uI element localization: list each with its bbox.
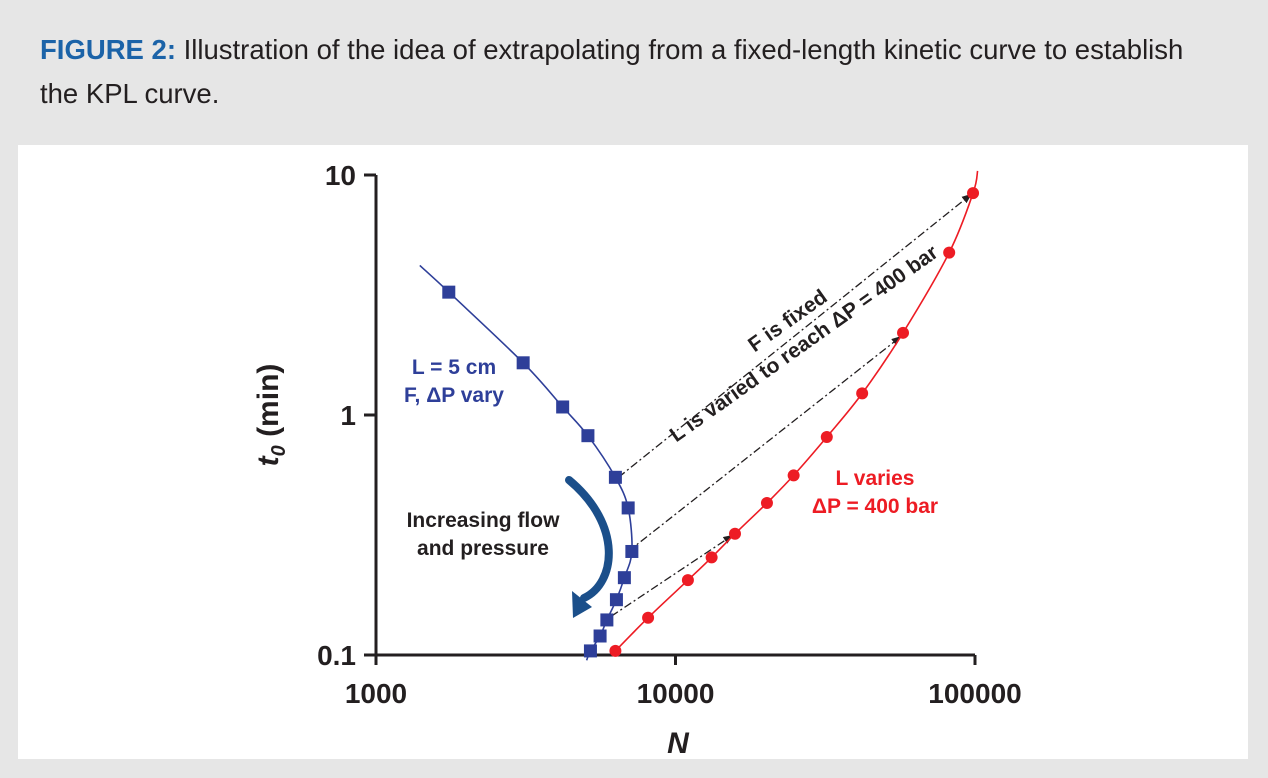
figure-caption-text: Illustration of the idea of extrapolatin… [40,34,1184,109]
series-1-label: F, ΔP vary [404,384,504,407]
curved-arrow-icon [565,476,613,602]
extrapolation-arrow [627,336,902,552]
flow-annotation-line-1: Increasing flow [407,509,561,532]
series-1-point [593,629,607,643]
series-labels: L = 5 cm F, ΔP vary L varies ΔP = 400 bar [404,356,938,518]
series-1-point [516,356,530,370]
y-tick-label: 10 [325,160,356,191]
kpl-chart: 1000 10000 100000 0.1 1 10 N t0 (min) L = 5 c… [252,160,1022,759]
series-2-label: ΔP = 400 bar [812,495,938,518]
x-tick-label: 100000 [928,678,1021,709]
series-1-curve [419,264,633,661]
series-2-curve [614,170,979,652]
series-2-point [897,326,910,339]
series-1-point [621,501,635,515]
series-1-point [581,429,595,443]
series-2-point [787,469,800,482]
series-2-label: L varies [835,467,914,490]
extrapolation-arrows [610,193,972,617]
x-tick-label: 1000 [345,678,407,709]
curved-arrow-head-icon [572,591,592,618]
series-1-point [625,544,639,558]
series-2-point [642,611,655,624]
series-1-point [609,593,623,607]
series-2-point [967,187,980,200]
y-axis-label: t0 (min) [252,364,290,467]
series-1-point [583,644,597,658]
x-axis-label: N [667,727,690,759]
figure-caption: FIGURE 2: Illustration of the idea of ex… [40,28,1220,116]
extrapolation-arrow [618,193,972,478]
series-1-point [617,571,631,585]
series-2-point [820,430,833,443]
series-1-label: L = 5 cm [412,356,496,379]
tick-marks [364,173,977,665]
series-1-point [608,470,622,484]
series-1-point [556,400,570,414]
series-2-point [609,644,622,657]
flow-annotation: Increasing flow and pressure [407,476,613,618]
series-2-point [856,387,869,400]
fixed-annotation-line-2: L is varied to reach ΔP = 400 bar [666,241,943,447]
series-2-point [705,551,718,564]
series-points [442,187,980,658]
y-axis-label-unit: (min) [252,364,285,446]
y-tick-label: 0.1 [317,640,356,671]
series-2-point [728,527,741,540]
series-1-point [600,613,614,627]
series-1-point [442,285,456,299]
y-tick-label: 1 [340,400,356,431]
axes [374,175,975,657]
figure-caption-lead: FIGURE 2: [40,34,176,65]
y-axis-label-main: t [252,454,285,466]
chart-panel: 1000 10000 100000 0.1 1 10 N t0 (min) L = 5 c… [18,145,1248,759]
y-axis-label-subscript: 0 [268,445,290,456]
flow-annotation-line-2: and pressure [417,537,549,560]
series-2-point [681,574,694,587]
tick-labels: 1000 10000 100000 0.1 1 10 [317,160,1022,709]
series-2-point [760,496,773,509]
x-tick-label: 10000 [637,678,715,709]
series-2-point [943,246,956,259]
